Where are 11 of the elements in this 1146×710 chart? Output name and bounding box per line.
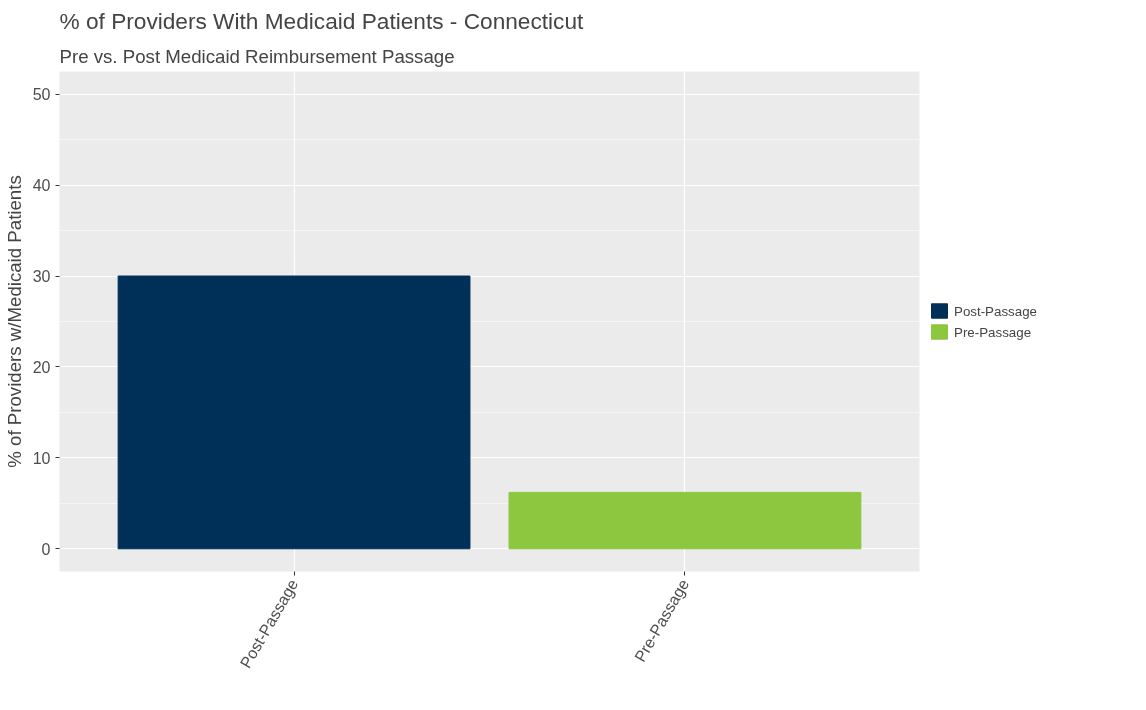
y-tick-label: 50 <box>32 86 51 104</box>
y-tick-label: 10 <box>32 449 51 467</box>
legend-label: Post-Passage <box>954 303 1037 318</box>
chart-title: % of Providers With Medicaid Patients - Connecticut <box>59 7 585 34</box>
legend-label: Pre-Passage <box>954 324 1032 339</box>
chart-subtitle: Pre vs. Post Medicaid Reimbursement Passage <box>59 45 455 67</box>
y-tick-label: 20 <box>32 358 51 376</box>
y-tick-label: 0 <box>41 540 51 558</box>
y-tick-label: 30 <box>32 268 51 286</box>
y-axis-title: % of Providers w/Medicaid Patients <box>3 175 25 468</box>
y-tick-label: 40 <box>32 177 51 195</box>
